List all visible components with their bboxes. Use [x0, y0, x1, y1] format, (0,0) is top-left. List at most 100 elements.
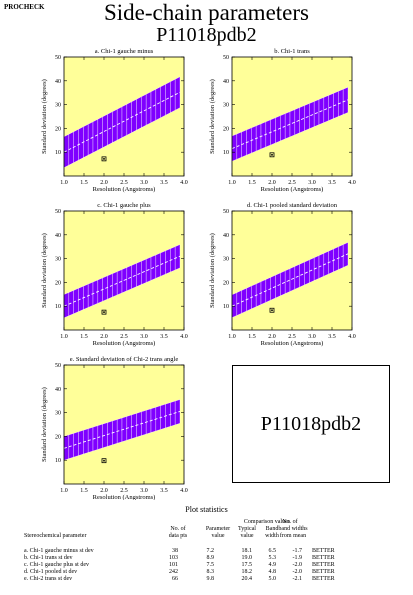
- band-stripe: [107, 420, 113, 447]
- stats-verdict: BETTER: [312, 562, 335, 568]
- mean-line: [231, 253, 349, 307]
- x-tick-label: 4.0: [180, 180, 188, 186]
- stats-band: 4.9: [268, 562, 277, 568]
- y-tick-label: 30: [223, 103, 229, 109]
- x-tick-label: 3.5: [160, 488, 168, 494]
- y-axis-label: Standard deviation (degrees): [209, 233, 216, 308]
- x-tick-label: 2.0: [268, 334, 276, 340]
- band-stripe: [174, 244, 181, 271]
- x-tick-label: 1.5: [248, 334, 256, 340]
- data-point-center: [103, 311, 105, 313]
- chart-panel: 1.0 1.5 2.0 2.5 3.0 3.5 4.0 10 20 30 40 50 a. Chi-1 …: [41, 48, 188, 193]
- band-stripe: [318, 253, 325, 279]
- chart-panel: 1.0 1.5 2.0 2.5 3.0 3.5 4.0 10 20 30 40 50 b. Chi-1 …: [209, 48, 356, 193]
- y-tick-label: 20: [223, 280, 229, 286]
- data-point: [101, 458, 107, 464]
- data-point-center: [103, 158, 105, 160]
- data-point-center: [271, 154, 273, 156]
- stats-row: e. Chi-2 trans st dev 66 9.8 20.4 5.0 -2…: [0, 576, 413, 583]
- data-point: [269, 307, 275, 313]
- band-stripe: [73, 288, 79, 314]
- band-stripe: [251, 125, 257, 154]
- y-tick-label: 30: [55, 411, 61, 417]
- x-tick-label: 2.5: [120, 488, 128, 494]
- band-stripe: [83, 283, 89, 310]
- band-stripe: [97, 423, 103, 450]
- y-axis-label: Standard deviation (degrees): [41, 79, 48, 154]
- stats-typical: 19.0: [241, 555, 253, 561]
- band-stripe: [165, 248, 171, 275]
- band-stripe: [97, 277, 103, 304]
- band-stripe: [333, 246, 339, 273]
- x-tick-label: 3.0: [308, 180, 316, 186]
- stats-bandwidths: -2.0: [292, 569, 303, 575]
- band-stripe: [260, 279, 267, 305]
- y-tick-label: 40: [55, 387, 61, 393]
- stats-header-value-2: value: [211, 533, 225, 539]
- stats-param: a. Chi-1 gauche minus st dev: [24, 548, 94, 554]
- y-tick-label: 10: [223, 150, 229, 156]
- y-axis-label: Standard deviation (degrees): [41, 387, 48, 462]
- stats-bandwidths: -2.1: [292, 576, 303, 582]
- page-title: Side-chain parameters: [104, 0, 309, 25]
- band-stripe: [131, 413, 137, 439]
- stats-bandwidths: -2.0: [292, 562, 303, 568]
- stats-row: c. Chi-1 gauche plus st dev 101 7.5 17.5…: [0, 562, 413, 569]
- chart-title: e. Standard deviation of Chi-2 trans ang…: [70, 356, 179, 363]
- x-tick-label: 4.0: [348, 180, 356, 186]
- x-tick-label: 1.5: [80, 334, 88, 340]
- y-tick-label: 10: [55, 458, 61, 464]
- y-tick-label: 50: [55, 209, 61, 215]
- x-tick-label: 3.0: [140, 180, 148, 186]
- band-stripe: [87, 281, 94, 308]
- stats-verdict: BETTER: [312, 569, 335, 575]
- x-tick-label: 4.0: [180, 488, 188, 494]
- structure-id-label: P11018pdb2: [260, 412, 362, 435]
- stats-npts: 66: [172, 576, 178, 582]
- chart-panel: 1.0 1.5 2.0 2.5 3.0 3.5 4.0 10 20 30 40 50 d. Chi-1 …: [209, 202, 356, 347]
- stats-typical: 17.5: [241, 562, 253, 568]
- x-tick-label: 2.0: [268, 180, 276, 186]
- band-stripe: [150, 406, 157, 433]
- y-tick-label: 40: [223, 79, 229, 85]
- stats-value: 7.2: [206, 548, 215, 554]
- chart-panel: 1.0 1.5 2.0 2.5 3.0 3.5 4.0 10 20 30 40 50 e. Standa…: [41, 356, 188, 500]
- x-axis-label: Resolution (Angstroms): [261, 340, 324, 347]
- stats-param: e. Chi-2 trans st dev: [24, 576, 73, 582]
- data-point: [101, 156, 107, 162]
- stats-band: 5.0: [268, 576, 277, 582]
- band-stripe: [170, 400, 176, 427]
- chart-panel: 1.0 1.5 2.0 2.5 3.0 3.5 4.0 10 20 30 40 50 c. Chi-1 …: [41, 202, 188, 347]
- band-stripe: [87, 121, 94, 156]
- x-tick-label: 1.0: [228, 334, 236, 340]
- band-stripe: [131, 98, 137, 133]
- x-tick-label: 3.0: [140, 488, 148, 494]
- y-tick-label: 50: [55, 55, 61, 61]
- x-tick-label: 1.0: [60, 488, 68, 494]
- band-stripe: [141, 410, 147, 436]
- page-subtitle: P11018pdb2: [156, 24, 257, 46]
- band-stripe: [255, 281, 262, 307]
- stats-header-npts-1: No. of: [170, 526, 186, 532]
- band-stripe: [241, 287, 247, 314]
- band-stripe: [246, 285, 252, 312]
- chart-title: d. Chi-1 pooled standard deviation: [247, 202, 338, 209]
- y-tick-label: 20: [55, 280, 61, 286]
- stats-verdict: BETTER: [312, 548, 335, 554]
- band-stripe: [328, 248, 334, 275]
- y-tick-label: 30: [55, 103, 61, 109]
- stats-row: b. Chi-1 trans st dev 103 8.9 19.0 5.3 -…: [0, 555, 413, 562]
- band-stripe: [270, 117, 276, 146]
- band-stripe: [136, 411, 142, 438]
- band-stripe: [145, 408, 152, 435]
- stats-header-band-2: width: [265, 533, 279, 539]
- x-tick-label: 2.5: [120, 180, 128, 186]
- stats-value: 8.3: [206, 569, 215, 575]
- band-stripe: [338, 244, 344, 270]
- band-stripe: [265, 119, 271, 148]
- stats-param: c. Chi-1 gauche plus st dev: [24, 562, 89, 568]
- y-tick-label: 40: [55, 233, 61, 239]
- band-stripe: [102, 275, 108, 302]
- x-tick-label: 1.5: [80, 180, 88, 186]
- band-stripe: [255, 123, 262, 152]
